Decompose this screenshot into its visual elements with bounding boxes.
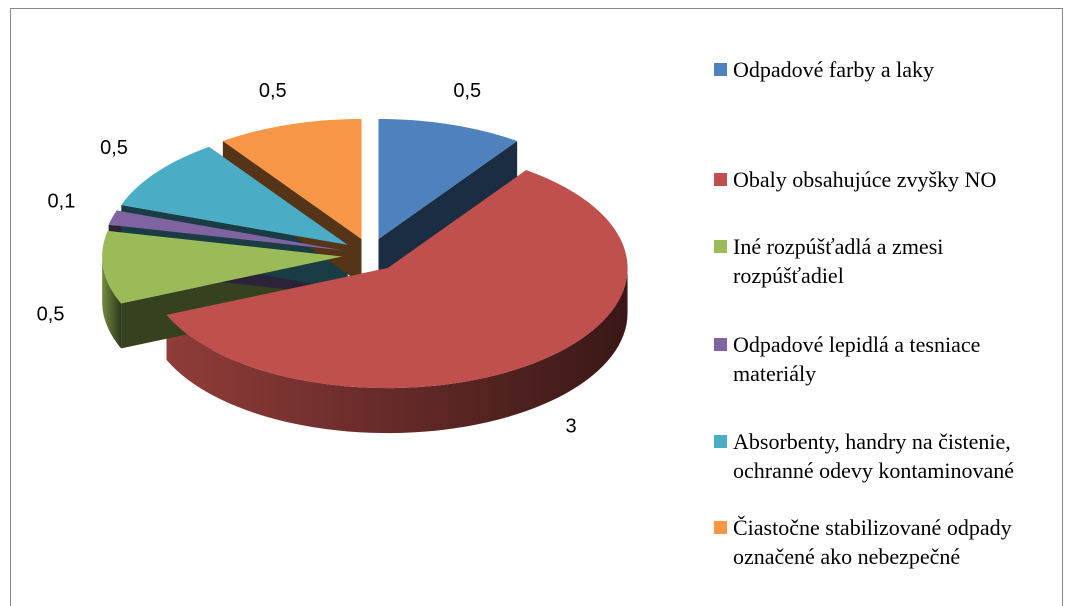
legend-item: Absorbenty, handry na čistenie, ochranné… (714, 427, 1054, 485)
data-label: 0,1 (48, 191, 76, 213)
legend-swatch (714, 173, 727, 186)
data-label: 0,5 (37, 303, 65, 325)
slice (102, 230, 343, 304)
legend-swatch (714, 521, 727, 534)
legend-item: Odpadové farby a laky (714, 55, 1054, 84)
slice-wall (378, 141, 518, 284)
slice (108, 210, 344, 251)
pie-tops (102, 118, 628, 389)
slice (378, 118, 518, 239)
data-labels: 0,5 3 0,5 0,1 0,5 0,5 (37, 80, 577, 438)
legend-swatch (714, 435, 727, 448)
slice (222, 118, 362, 239)
data-label: 0,5 (259, 80, 287, 102)
legend-item: Odpadové lepidlá a tesniace materiály (714, 330, 1054, 388)
legend-item: Čiastočne stabilizované odpady označené … (714, 513, 1054, 571)
legend-swatch (714, 63, 727, 76)
legend-label: Obaly obsahujúce zvyšky NO (733, 167, 997, 192)
data-label: 3 (566, 415, 577, 437)
slice (121, 146, 348, 245)
legend-item: Obaly obsahujúce zvyšky NO (714, 165, 1054, 194)
legend-label: Odpadové farby a laky (733, 57, 934, 82)
data-label: 0,5 (100, 137, 128, 159)
slice (166, 170, 628, 389)
legend-swatch (714, 240, 727, 253)
data-label: 0,5 (453, 80, 481, 102)
slice-side (102, 256, 122, 349)
legend-label: Absorbenty, handry na čistenie, ochranné… (733, 429, 1015, 483)
legend-item: Iné rozpúšťadlá a zmesi rozpúšťadiel (714, 232, 1054, 290)
legend-label: Iné rozpúšťadlá a zmesi rozpúšťadiel (733, 234, 944, 288)
legend-swatch (714, 338, 727, 351)
slice-side (166, 268, 628, 434)
chart-border (10, 8, 1063, 606)
legend-label: Čiastočne stabilizované odpady označené … (733, 515, 1012, 569)
legend-label: Odpadové lepidlá a tesniace materiály (733, 332, 981, 386)
